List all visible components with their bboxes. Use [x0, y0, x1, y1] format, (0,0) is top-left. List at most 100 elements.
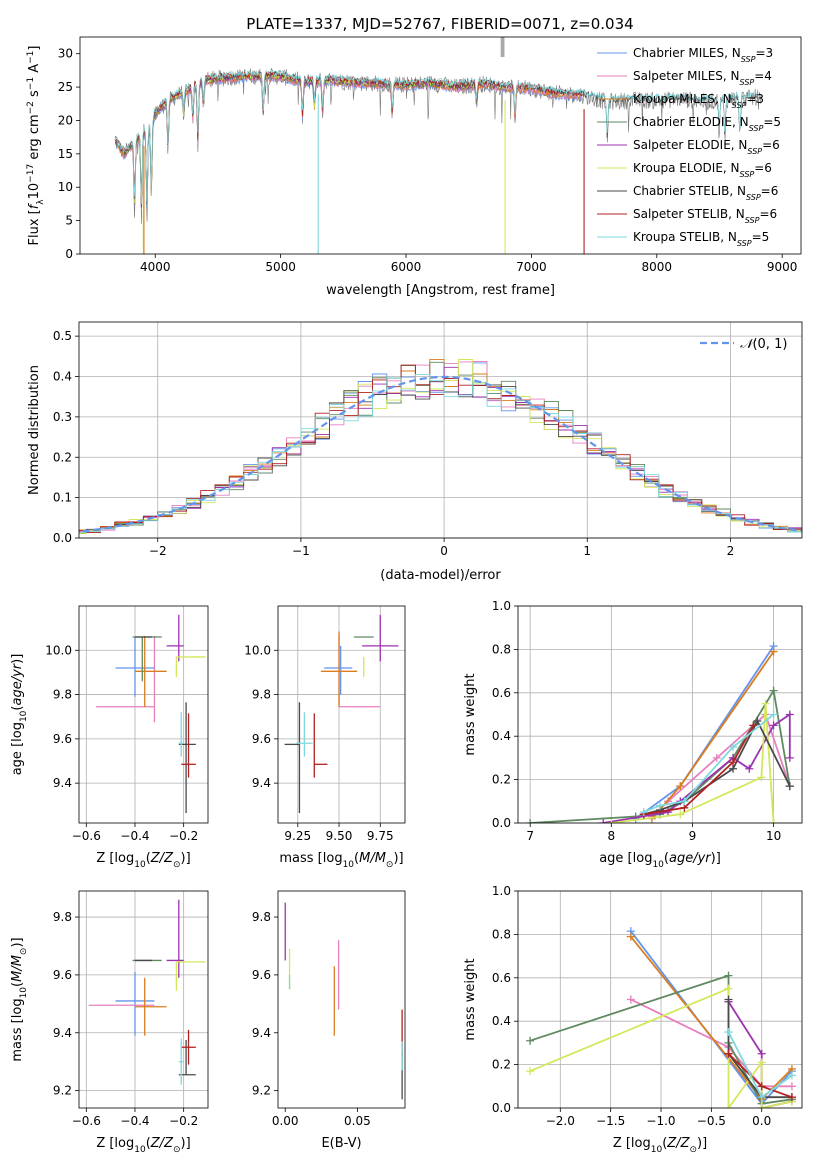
y-tick-label: 9.2 [252, 1084, 271, 1098]
x-tick-label: 8 [607, 829, 615, 843]
spectrum-artifact [500, 37, 505, 58]
axes-frame [277, 605, 406, 824]
label-part: Flux [ [27, 209, 42, 245]
errorbar-point [178, 712, 184, 757]
legend-name: Salpeter ELODIE, N [633, 138, 747, 152]
label-part: )] [711, 851, 721, 866]
label-part: λ [36, 199, 46, 205]
weight-series [631, 642, 778, 823]
legend-sub: SSP [749, 124, 764, 133]
y-tick-label: 0.5 [53, 329, 72, 343]
label-part: ( [664, 851, 669, 866]
weight-line [727, 1001, 793, 1108]
x-axis-label: E(B-V) [321, 1136, 361, 1151]
x-axis-label: wavelength [Angstrom, rest frame] [326, 283, 555, 298]
weight-marker [729, 758, 738, 767]
errorbar-point [284, 702, 301, 814]
weight-marker [785, 710, 794, 719]
weight-marker [753, 717, 762, 726]
gridlines [79, 891, 208, 1108]
weight-marker [526, 819, 535, 823]
errorbar-point [134, 635, 167, 707]
x-tick-label: 10 [766, 829, 781, 843]
weight-marker [769, 647, 778, 656]
x-tick-label: −0.6 [72, 1114, 101, 1128]
x-tick-label: 0.05 [344, 1114, 371, 1128]
weight-marker [724, 1049, 733, 1058]
legend-sub: SSP [732, 101, 747, 110]
x-tick-label: 5000 [265, 260, 296, 274]
label-part: −1 [26, 51, 36, 64]
y-tick-label: 0.1 [53, 491, 72, 505]
legend-name: Kroupa STELIB, N [633, 230, 737, 244]
y-tick-label: 0.4 [53, 370, 72, 384]
errorbar-point [181, 1029, 196, 1065]
legend-label: Kroupa STELIB, NSSP=5 [633, 230, 769, 248]
legend-name: Chabrier ELODIE, N [633, 115, 749, 129]
y-tick-label: 0.2 [53, 450, 72, 464]
x-axis-label: Z [log10(Z/Z⊙)] [96, 1136, 190, 1155]
errorbar-point [320, 631, 358, 707]
y-tick-label: 0.0 [492, 816, 511, 830]
weight-series [639, 710, 778, 817]
label-part: ( [354, 851, 359, 866]
label-part: Z [log [96, 851, 134, 866]
x-axis-label: Z [log10(Z/Z⊙)] [96, 851, 190, 870]
x-tick-label: 1 [583, 544, 591, 558]
y-tick-label: 0 [65, 247, 73, 261]
normal-curve [79, 375, 802, 533]
weight-marker [664, 808, 673, 817]
y-tick-label: 0.2 [492, 1058, 511, 1072]
x-tick-label: 9.25 [284, 829, 311, 843]
label-part: )] [181, 1136, 191, 1151]
y-tick-label: 20 [58, 113, 73, 127]
axes: 4000 5000 6000 7000 8000 9000 0 5 10 15 20 25 30 Chab… [26, 36, 802, 298]
y-tick-label: 9.6 [53, 968, 72, 982]
errorbar-point [166, 899, 184, 978]
weight-marker [769, 819, 778, 823]
plot-area [526, 642, 794, 823]
y-tick-label: 0.2 [492, 773, 511, 787]
figure-title: PLATE=1337, MJD=52767, FIBERID=0071, z=0… [246, 15, 633, 33]
label-part: ⊙ [173, 860, 181, 870]
axes-frame [78, 605, 209, 824]
chart-mass-vs-ebv: 0.00 0.05 9.2 9.4 9.6 9.8 [252, 890, 406, 1128]
x-tick-label: −0.6 [72, 829, 101, 843]
x-axis-label: (data-model)/error [380, 568, 501, 583]
spectrum-model-line [114, 73, 507, 207]
label-part: mass [log [279, 851, 342, 866]
label-part: ( [10, 706, 25, 711]
x-tick-label: 9000 [767, 260, 798, 274]
y-tick-label: 9.6 [53, 732, 72, 746]
weight-marker [656, 801, 664, 810]
spectrum-model-line [114, 75, 582, 211]
chart-age-vs-mass: 9.25 9.50 9.75 9.4 9.6 9.8 10.0 mass [log10(M/M… [244, 605, 406, 870]
label-part: 10 [652, 860, 664, 870]
label-part: 10 [343, 860, 355, 870]
errorbar-point [96, 635, 156, 723]
label-part: s [27, 90, 42, 101]
spectrum-model-line [114, 70, 585, 208]
weight-series [724, 1028, 796, 1102]
legend-sub: SSP [741, 55, 756, 64]
label-part: ⊙ [19, 948, 29, 956]
label-part: ] [27, 46, 42, 51]
weight-marker [787, 1071, 796, 1080]
legend-label: Chabrier ELODIE, NSSP=5 [633, 115, 781, 133]
x-tick-label: 6000 [391, 260, 422, 274]
weight-marker [757, 1082, 766, 1091]
chart-spectrum: 4000 5000 6000 7000 8000 9000 0 5 10 15 20 25 30 Chab… [26, 36, 802, 298]
label-part: Z/Z [666, 1136, 690, 1151]
label-part: M/M [10, 955, 25, 982]
weight-marker [785, 782, 794, 791]
errorbar-point [115, 637, 155, 697]
y-tick-label: 9.6 [252, 732, 271, 746]
axes-frame [517, 890, 803, 1109]
weight-marker [729, 743, 738, 752]
x-tick-label: 9.75 [367, 829, 394, 843]
plot-area [526, 927, 796, 1108]
y-tick-label: 0.6 [492, 686, 511, 700]
spectrum-model-line [114, 72, 507, 209]
